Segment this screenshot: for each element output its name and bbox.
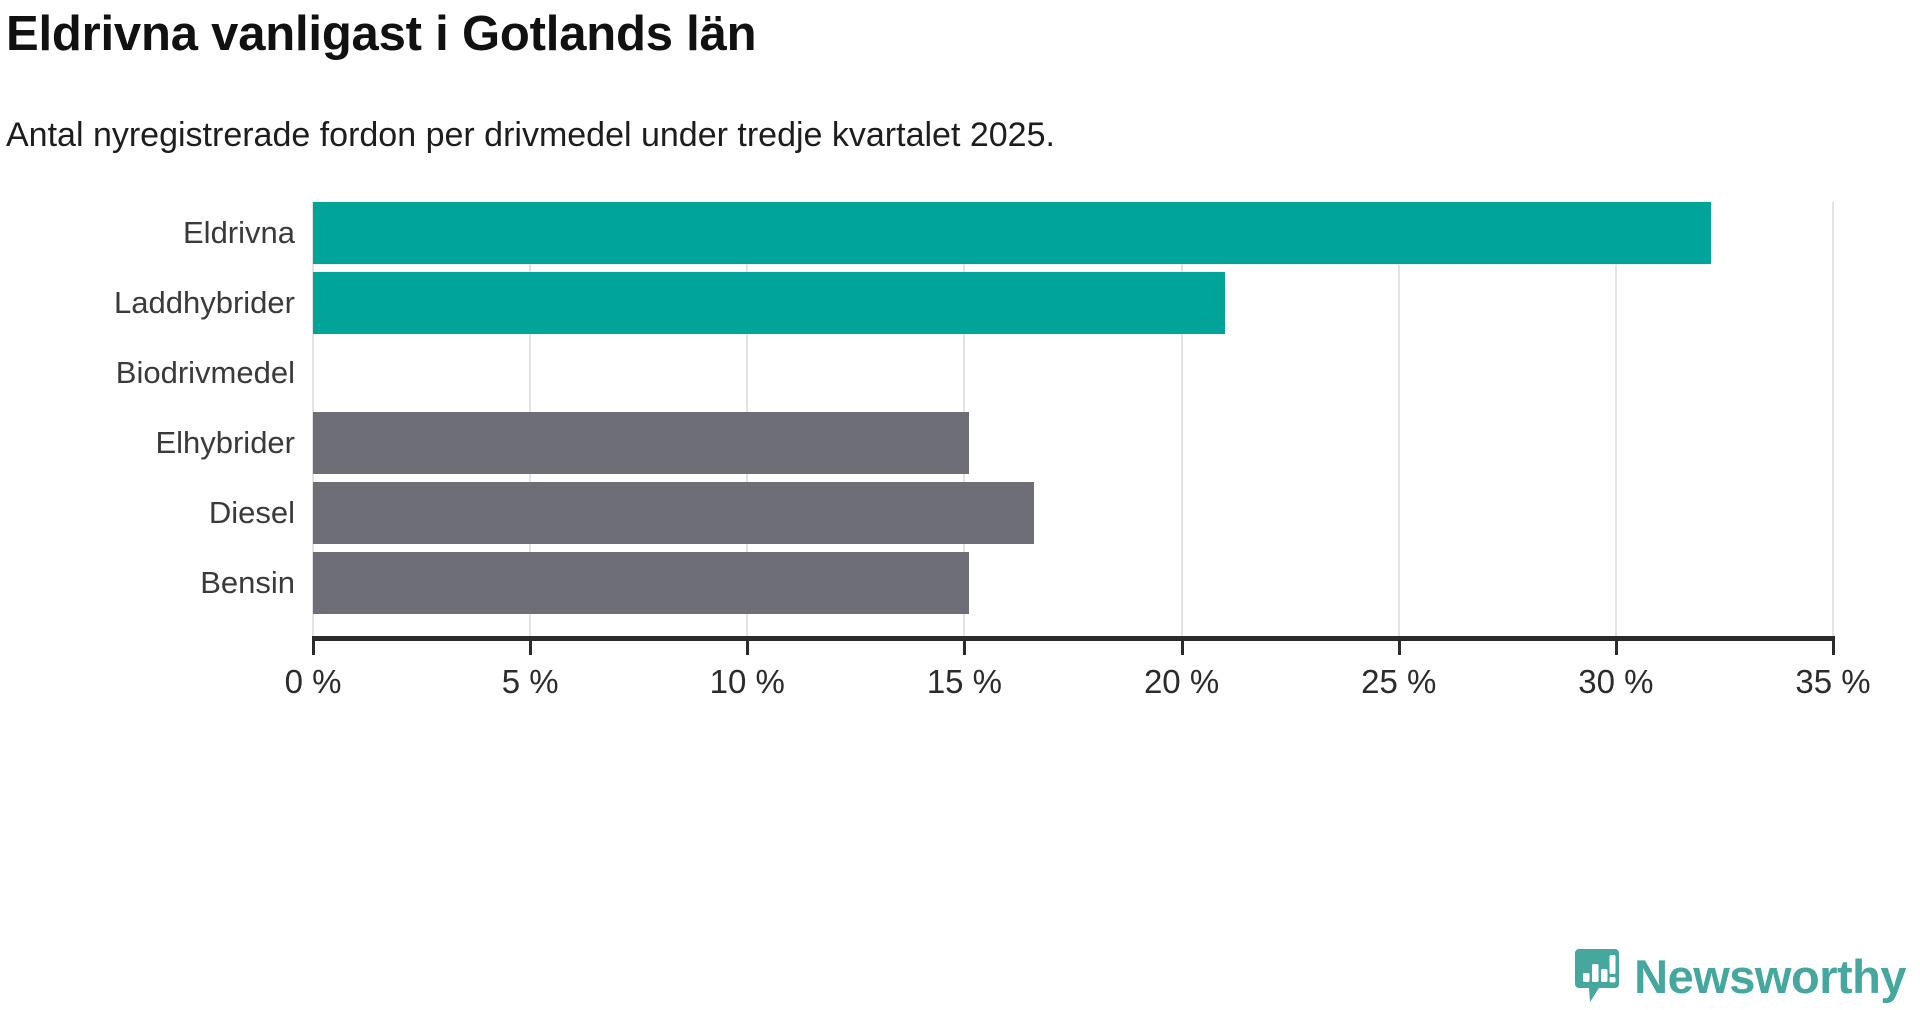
x-tick-15 [963, 636, 967, 655]
x-tick-label-30: 30 % [1578, 663, 1654, 700]
y-axis-label-item: Diesel [0, 482, 295, 544]
gridline-20 [1180, 202, 1183, 636]
y-axis-label-item: Biodrivmedel [0, 342, 295, 404]
category-label-eldrivna: Eldrivna [183, 215, 295, 250]
x-tick-35 [1832, 636, 1835, 655]
page-title: Eldrivna vanligast i Gotlands län [6, 7, 757, 61]
bar-row [313, 552, 1833, 614]
bar-row [313, 342, 1833, 404]
x-tick-label-10: 10 % [709, 663, 785, 700]
x-tick-label-35: 35 % [1795, 663, 1871, 700]
category-label-elhybrider: Elhybrider [155, 425, 295, 460]
bar-row [313, 412, 1833, 474]
gridline-30 [1614, 202, 1617, 636]
x-tick-label-5: 5 % [501, 663, 559, 700]
x-tick-label-0: 0 % [284, 663, 342, 700]
x-tick-25 [1397, 636, 1401, 655]
y-axis-label-item: Laddhybrider [0, 272, 295, 334]
x-tick-10 [746, 636, 750, 655]
bar-eldrivna[interactable] [313, 202, 1712, 264]
newsworthy-bars-bubble-icon [1574, 948, 1620, 1004]
chart-plot: 0 % 5 % 10 % 15 % 20 % 25 % 30 % 35 % Eldrivna L… [0, 198, 1920, 838]
x-axis-line [313, 636, 1834, 641]
bar-diesel[interactable] [313, 482, 1034, 544]
y-axis-label-item: Elhybrider [0, 412, 295, 474]
x-tick-label-15: 15 % [926, 663, 1003, 700]
x-tick-30 [1614, 636, 1618, 655]
newsworthy-logo[interactable]: Newsworthy [1574, 948, 1906, 1004]
bar-row [313, 482, 1833, 544]
bar-laddhybrider[interactable] [313, 272, 1225, 334]
x-tick-5 [529, 636, 533, 655]
category-label-biodrivmedel: Biodrivmedel [115, 355, 295, 390]
bar-row [313, 202, 1833, 264]
x-tick-label-25: 25 % [1361, 663, 1437, 700]
gridline-25 [1397, 202, 1400, 636]
chart-subtitle: Antal nyregistrerade fordon per drivmede… [6, 116, 1055, 154]
bar-bensin[interactable] [313, 552, 969, 614]
bar-row [313, 272, 1833, 334]
category-label-diesel: Diesel [208, 495, 295, 530]
gridline-35 [1832, 202, 1834, 636]
x-tick-20 [1180, 636, 1184, 655]
y-axis-label-item: Bensin [0, 552, 295, 614]
category-label-laddhybrider: Laddhybrider [114, 285, 295, 320]
x-tick-label-20: 20 % [1143, 663, 1220, 700]
y-axis-label-item: Eldrivna [0, 202, 295, 264]
category-label-bensin: Bensin [200, 565, 295, 600]
plot-area [312, 202, 1834, 636]
bar-elhybrider[interactable] [313, 412, 969, 474]
x-tick-0 [312, 636, 315, 655]
brand-name: Newsworthy [1634, 949, 1906, 1003]
